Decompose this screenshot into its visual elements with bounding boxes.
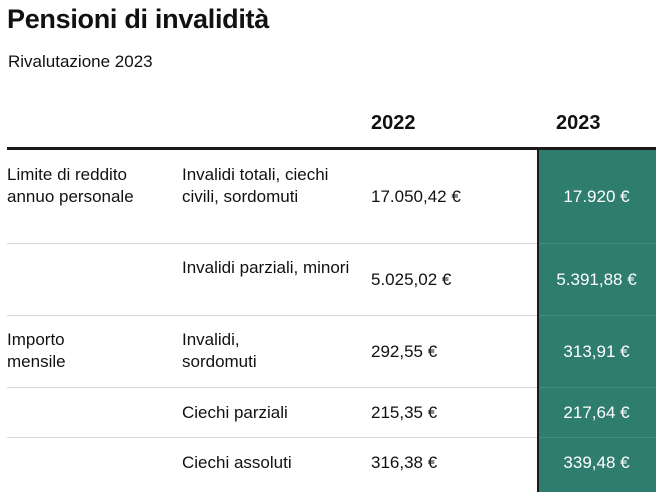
row-category: Importo mensile [7, 330, 66, 371]
row-subcategory: Invalidi totali, ciechi civili, sordomut… [182, 165, 329, 206]
row-category [7, 438, 167, 488]
highlight-column-2023 [537, 149, 656, 492]
pension-table: 2022 2023 Limite di reddito annuo person… [7, 0, 656, 492]
row-subcategory: Ciechi parziali [182, 402, 288, 422]
row-subcategory: Invalidi parziali, minori [182, 258, 350, 277]
table-row: Invalidi parziali, minori 5.025,02 € 5.3… [7, 244, 656, 315]
row-divider [7, 387, 537, 388]
row-divider [7, 437, 537, 438]
row-divider [539, 437, 656, 438]
table-row: Ciechi parziali 215,35 € 217,64 € [7, 388, 656, 437]
table-row: Importo mensile Invalidi, sordomuti 292,… [7, 316, 656, 387]
row-value-2022: 215,35 € [371, 402, 438, 422]
row-divider [7, 243, 537, 244]
row-value-2023: 313,91 € [563, 341, 630, 361]
row-category: Limite di reddito annuo personale [7, 165, 134, 206]
row-value-2023: 17.920 € [563, 186, 630, 206]
row-value-2022: 316,38 € [371, 453, 438, 472]
header-rule [7, 147, 656, 150]
page-subtitle: Rivalutazione 2023 [8, 52, 153, 71]
page-title: Pensioni di invalidità [7, 4, 269, 34]
row-divider [539, 243, 656, 244]
row-value-2022: 292,55 € [371, 341, 438, 361]
row-subcategory: Ciechi assoluti [182, 453, 292, 472]
header-2022: 2022 [371, 112, 416, 134]
row-value-2023: 217,64 € [563, 402, 630, 422]
row-divider [7, 315, 537, 316]
row-category [7, 388, 167, 437]
row-value-2022: 17.050,42 € [371, 186, 461, 206]
table-row: Ciechi assoluti 316,38 € 339,48 € [7, 438, 656, 488]
row-subcategory: Invalidi, sordomuti [182, 330, 257, 371]
row-value-2023: 339,48 € [563, 453, 630, 472]
row-value-2022: 5.025,02 € [371, 269, 452, 289]
row-value-2023: 5.391,88 € [556, 269, 637, 289]
header-2023: 2023 [556, 112, 601, 134]
row-divider [539, 387, 656, 388]
row-divider [539, 315, 656, 316]
table-row: Limite di reddito annuo personale Invali… [7, 150, 656, 243]
